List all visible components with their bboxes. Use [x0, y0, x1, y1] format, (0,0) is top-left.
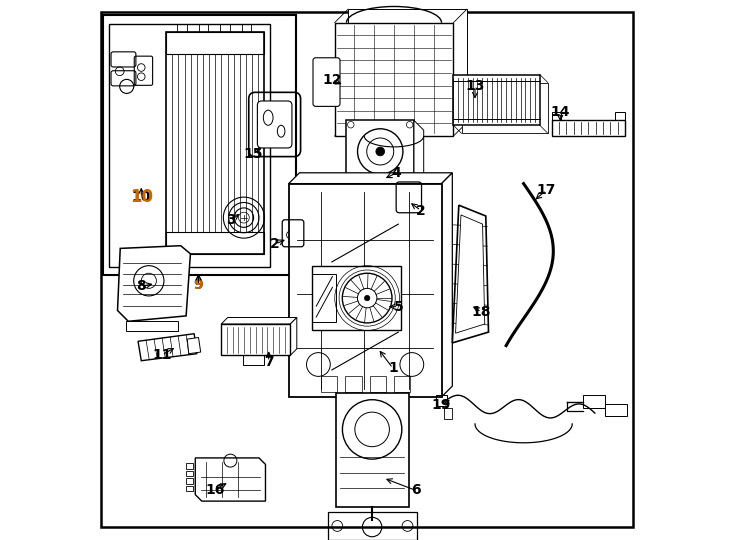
- Text: 16: 16: [205, 483, 225, 497]
- Bar: [243, 355, 264, 365]
- Bar: [103, 15, 296, 275]
- Text: 9: 9: [194, 278, 203, 292]
- Circle shape: [376, 147, 385, 156]
- Text: 14: 14: [550, 105, 570, 119]
- Bar: [443, 408, 452, 418]
- Bar: [335, 23, 454, 136]
- Bar: [583, 395, 605, 408]
- Polygon shape: [414, 120, 424, 192]
- Polygon shape: [462, 83, 548, 133]
- Polygon shape: [442, 173, 452, 397]
- Bar: [221, 324, 291, 355]
- Bar: [109, 24, 270, 267]
- Bar: [186, 486, 193, 491]
- Polygon shape: [452, 205, 489, 343]
- Text: 9: 9: [194, 278, 203, 292]
- Text: 19: 19: [432, 398, 451, 412]
- Bar: [552, 120, 625, 136]
- Text: 4: 4: [392, 166, 401, 180]
- Text: 15: 15: [244, 147, 264, 161]
- Text: 6: 6: [411, 483, 421, 497]
- Bar: [454, 75, 539, 125]
- Text: 12: 12: [322, 73, 341, 87]
- Bar: [126, 321, 178, 331]
- Circle shape: [365, 295, 370, 301]
- Bar: [394, 376, 410, 392]
- Bar: [321, 376, 338, 392]
- Text: 13: 13: [465, 79, 484, 93]
- Bar: [327, 512, 417, 540]
- Polygon shape: [117, 246, 190, 321]
- Bar: [186, 471, 193, 476]
- Text: 2: 2: [416, 204, 426, 218]
- Text: 5: 5: [393, 300, 403, 314]
- Text: 11: 11: [152, 348, 172, 362]
- Polygon shape: [288, 173, 452, 184]
- Text: 3: 3: [226, 213, 236, 227]
- FancyBboxPatch shape: [313, 58, 340, 106]
- Polygon shape: [187, 338, 200, 354]
- Bar: [288, 184, 442, 397]
- Bar: [186, 463, 193, 469]
- Bar: [436, 395, 447, 406]
- Polygon shape: [221, 318, 297, 324]
- Bar: [346, 376, 362, 392]
- Bar: [605, 404, 628, 416]
- Text: 10: 10: [130, 188, 153, 206]
- Text: 10: 10: [131, 190, 151, 204]
- Text: 2: 2: [270, 237, 280, 251]
- Text: 17: 17: [537, 183, 556, 197]
- Bar: [166, 32, 264, 54]
- Bar: [552, 112, 562, 120]
- Bar: [370, 376, 386, 392]
- Bar: [166, 32, 264, 254]
- Polygon shape: [291, 318, 297, 355]
- Text: 8: 8: [137, 279, 146, 293]
- Bar: [312, 274, 336, 322]
- FancyBboxPatch shape: [258, 101, 292, 148]
- Text: 1: 1: [388, 361, 398, 375]
- Bar: [615, 112, 625, 120]
- Bar: [346, 120, 414, 183]
- Bar: [335, 393, 409, 507]
- Bar: [312, 266, 401, 330]
- Text: 7: 7: [264, 355, 274, 369]
- Bar: [186, 478, 193, 484]
- Bar: [166, 232, 264, 254]
- Polygon shape: [195, 458, 266, 501]
- Polygon shape: [456, 215, 484, 333]
- Polygon shape: [138, 334, 197, 361]
- Text: 18: 18: [472, 305, 491, 319]
- Polygon shape: [348, 9, 467, 123]
